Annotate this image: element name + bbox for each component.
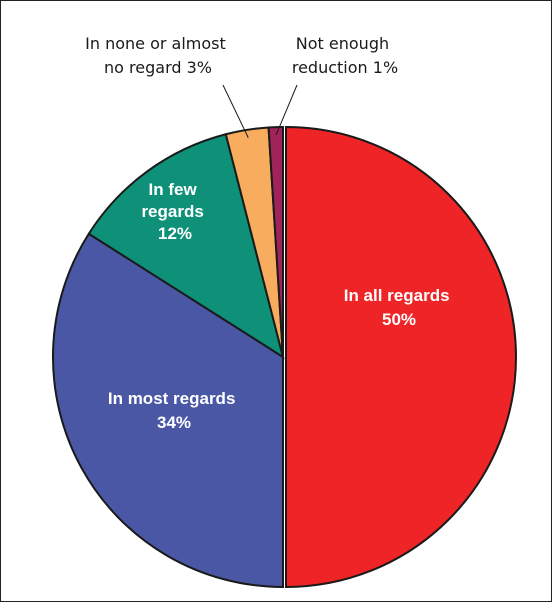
pie-slice-in-few-regards bbox=[87, 133, 285, 360]
label-in-few-regards-line1: In few bbox=[149, 180, 198, 199]
label-not-enough-reduction-line2: reduction 1% bbox=[292, 58, 398, 77]
label-in-few-regards-line2: regards bbox=[141, 202, 203, 221]
label-in-none-regard-line1: In none or almost bbox=[85, 34, 226, 53]
label-in-none-regard-line2: no regard 3% bbox=[104, 58, 212, 77]
label-in-few-regards: In few regards 12% bbox=[141, 180, 208, 243]
pie-slice-in-most-regards bbox=[52, 232, 284, 589]
label-in-few-regards-pct: 12% bbox=[158, 224, 192, 243]
label-in-most-regards-name: In most regards bbox=[108, 389, 236, 408]
pie-slice-not-enough-reduction bbox=[267, 125, 284, 358]
label-in-most-regards-pct: 34% bbox=[157, 413, 191, 432]
leaders-layer bbox=[222, 84, 298, 138]
label-in-all-regards: In all regards 50% bbox=[344, 286, 455, 329]
label-not-enough-reduction: Not enough reduction 1% bbox=[292, 34, 398, 77]
leader-line-not-enough-reduction bbox=[275, 84, 298, 136]
label-in-all-regards-name: In all regards bbox=[344, 286, 450, 305]
pie-slice-in-all-regards bbox=[285, 125, 517, 589]
label-in-most-regards: In most regards 34% bbox=[108, 389, 240, 432]
slices-layer bbox=[52, 125, 517, 589]
label-not-enough-reduction-line1: Not enough bbox=[296, 34, 389, 53]
leader-line-in-none-or-almost-no-regard bbox=[222, 84, 249, 138]
label-in-none-regard: In none or almost no regard 3% bbox=[85, 34, 231, 77]
label-in-all-regards-pct: 50% bbox=[382, 310, 416, 329]
